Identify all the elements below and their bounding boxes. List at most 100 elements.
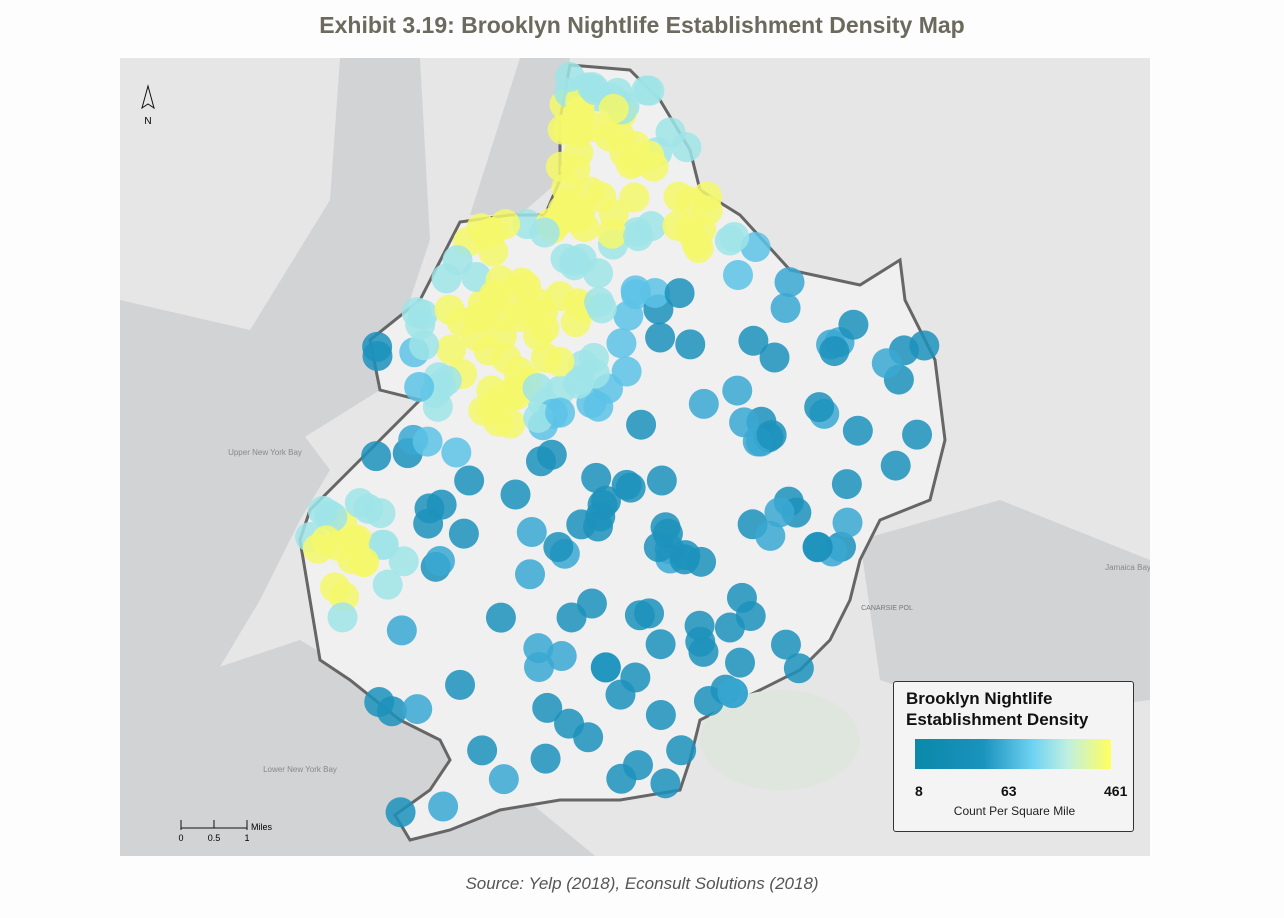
density-blob: [506, 267, 537, 298]
density-layer: [295, 62, 940, 828]
density-blob: [554, 62, 585, 93]
density-blob: [624, 600, 655, 631]
density-blob: [606, 328, 637, 359]
legend-gradient: [915, 739, 1111, 769]
density-blob: [368, 529, 399, 560]
density-blob: [431, 263, 462, 294]
density-blob: [319, 572, 350, 603]
density-blob: [726, 582, 757, 613]
density-blob: [578, 342, 609, 373]
density-blob: [764, 497, 795, 528]
density-blob: [530, 743, 561, 774]
density-blob: [586, 181, 617, 212]
legend-tick: 63: [1001, 783, 1017, 799]
source: Source: Yelp (2018), Econsult Solutions …: [465, 874, 819, 893]
density-blob: [838, 309, 869, 340]
density-blob: [725, 647, 756, 678]
density-blob: [569, 212, 600, 243]
place-label: CANARSIE POL: [861, 605, 913, 612]
density-blob: [522, 373, 553, 404]
density-blob: [529, 217, 560, 248]
density-blob: [448, 518, 479, 549]
density-blob: [819, 336, 850, 367]
water-label: Jamaica Bay: [1105, 563, 1150, 572]
density-blob: [364, 687, 395, 718]
density-blob: [804, 392, 835, 423]
density-blob: [880, 450, 911, 481]
density-blob: [545, 281, 576, 312]
density-blob: [441, 437, 472, 468]
density-blob: [650, 768, 681, 799]
density-blob: [404, 371, 435, 402]
density-blob: [581, 462, 612, 493]
legend-tick: 461: [1104, 783, 1128, 799]
density-blob: [504, 302, 535, 333]
density-blob: [645, 700, 676, 731]
north-label: N: [144, 116, 151, 127]
legend-caption: Count Per Square Mile: [953, 804, 1076, 818]
density-blob: [722, 375, 753, 406]
density-blob: [516, 516, 547, 547]
density-blob: [645, 629, 676, 660]
scale-unit: Miles: [251, 822, 273, 832]
density-blob: [560, 307, 591, 338]
density-blob: [543, 531, 574, 562]
water-label: Upper New York Bay: [228, 448, 302, 457]
density-blob: [675, 329, 706, 360]
density-blob: [386, 615, 417, 646]
density-blob: [622, 750, 653, 781]
density-blob: [311, 525, 342, 556]
density-blob: [688, 388, 719, 419]
density-blob: [402, 694, 433, 725]
density-blob: [428, 791, 459, 822]
water: [470, 58, 570, 215]
density-blob: [436, 334, 467, 365]
density-blob: [546, 641, 577, 672]
legend-title: Brooklyn Nightlife Establishment Density: [906, 689, 1089, 729]
scale-label: 0.5: [208, 833, 221, 843]
density-blob: [638, 151, 669, 182]
density-blob: [544, 346, 575, 377]
density-blob: [832, 507, 863, 538]
density-blob: [674, 215, 705, 246]
density-blob: [615, 472, 646, 503]
density-blob: [353, 493, 384, 524]
density-blob: [623, 221, 654, 252]
density-blob: [594, 121, 625, 152]
scale-label: 0: [178, 833, 183, 843]
density-blob: [327, 602, 358, 633]
density-blob: [756, 419, 787, 450]
legend-tick: 8: [915, 783, 923, 799]
density-blob: [646, 465, 677, 496]
density-blob: [490, 209, 521, 240]
water: [860, 500, 1150, 720]
density-blob: [620, 130, 651, 161]
density-blob: [372, 569, 403, 600]
density-blob: [488, 764, 519, 795]
density-blob: [590, 652, 621, 683]
density-blob: [577, 72, 608, 103]
density-blob: [563, 137, 594, 168]
density-blob: [573, 722, 604, 753]
density-blob: [774, 267, 805, 298]
density-blob: [532, 692, 563, 723]
density-blob: [620, 662, 651, 693]
density-blob: [583, 258, 614, 289]
density-blob: [412, 426, 443, 457]
density-blob: [500, 479, 531, 510]
density-blob: [666, 735, 697, 766]
density-blob: [598, 93, 629, 124]
density-blob: [619, 182, 650, 213]
density-blob: [802, 532, 833, 563]
density-blob: [446, 306, 477, 337]
water-label: Lower New York Bay: [263, 765, 337, 774]
density-blob: [871, 348, 902, 379]
density-blob: [467, 735, 498, 766]
density-blob: [401, 297, 432, 328]
density-blob: [723, 260, 754, 291]
density-blob: [759, 342, 790, 373]
density-blob: [634, 75, 665, 106]
density-blob: [664, 278, 695, 309]
density-blob: [586, 293, 617, 324]
